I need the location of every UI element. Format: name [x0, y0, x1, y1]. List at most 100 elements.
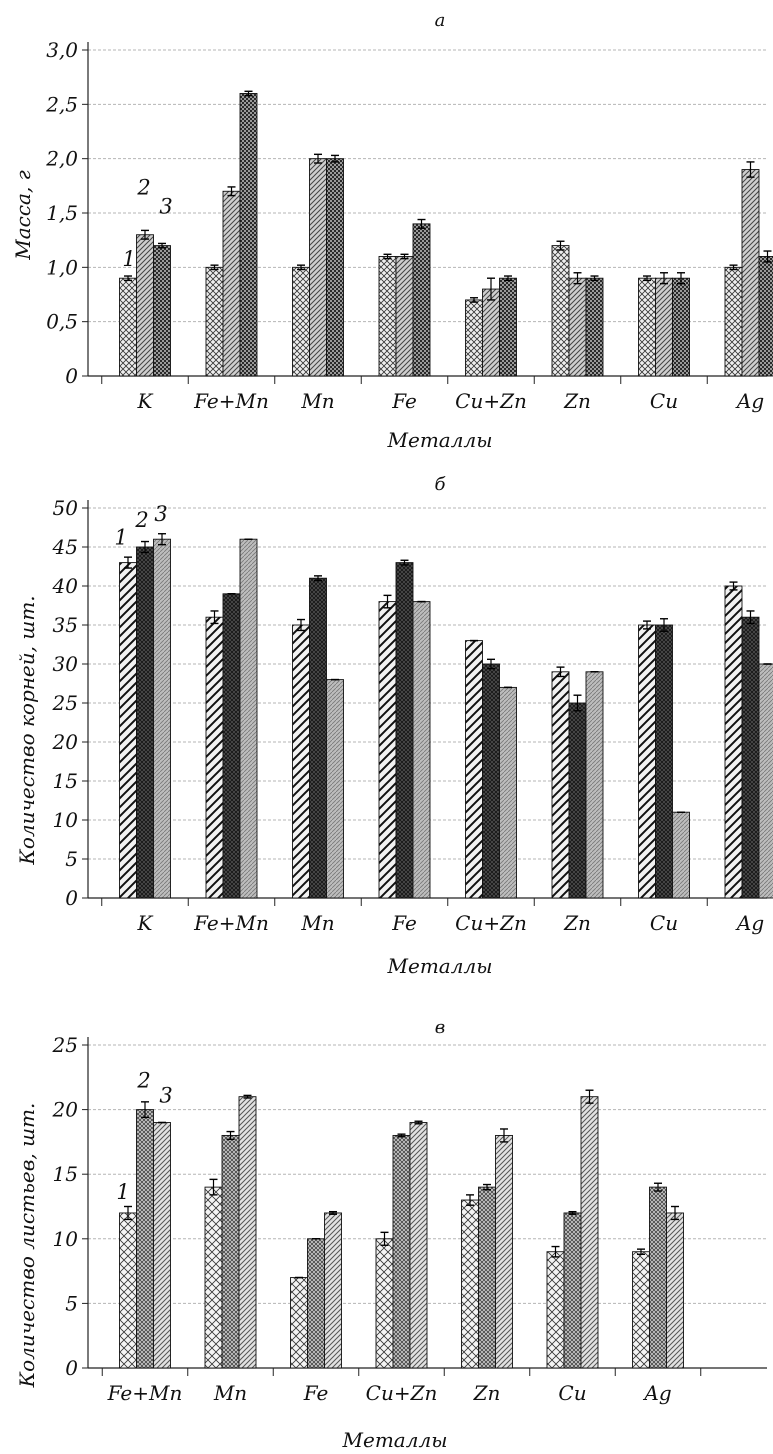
bar — [395, 562, 414, 899]
bar — [568, 277, 587, 377]
y-tick-label: 3,0 — [46, 38, 78, 62]
bar — [724, 585, 743, 899]
bar — [221, 1134, 240, 1369]
panel-c-ylabel: Количество листьев, шт. — [15, 1103, 39, 1389]
bar — [568, 702, 587, 899]
bar — [666, 1212, 684, 1369]
bar — [290, 1277, 308, 1369]
bar — [375, 1238, 394, 1369]
panel-c-xlabel: Металлы — [342, 1428, 448, 1452]
bar — [655, 624, 673, 899]
x-tick-label: Cu — [558, 1381, 586, 1405]
y-tick-label: 10 — [53, 1227, 79, 1251]
bar — [563, 1212, 582, 1369]
y-tick-label: 20 — [52, 730, 79, 754]
bar — [324, 1212, 342, 1369]
bar — [119, 1212, 137, 1369]
y-tick-label: 1,5 — [46, 201, 78, 225]
x-tick-label: K — [137, 389, 154, 413]
bar — [585, 277, 604, 377]
bar — [119, 277, 137, 377]
bar — [222, 593, 241, 899]
y-tick-label: 25 — [52, 691, 78, 715]
panel-b-label: б — [435, 474, 447, 495]
panel-b-xlabel: Металлы — [387, 954, 493, 978]
bar — [461, 1199, 479, 1369]
bar — [649, 1186, 667, 1369]
bar — [412, 223, 431, 377]
y-tick-label: 20 — [52, 1098, 79, 1122]
y-tick-label: 35 — [53, 613, 78, 637]
bar — [204, 1186, 223, 1369]
bar — [292, 266, 310, 377]
bar — [672, 277, 690, 377]
bar — [499, 277, 517, 377]
x-tick-label: Cu+Zn — [455, 911, 527, 935]
bar — [395, 256, 414, 377]
series-marker: 3 — [154, 502, 167, 526]
bar — [292, 624, 310, 899]
bar — [119, 562, 137, 899]
bar — [222, 190, 241, 377]
x-tick-label: Fe+Mn — [193, 911, 269, 935]
bar — [632, 1251, 650, 1369]
y-tick-label: 2,5 — [45, 92, 78, 116]
bar — [326, 158, 344, 377]
bar — [551, 245, 570, 377]
y-tick-label: 5 — [65, 1291, 78, 1315]
panel-a-ylabel: Масса, г — [11, 170, 35, 261]
bar — [551, 671, 570, 899]
x-tick-label: Cu+Zn — [455, 389, 527, 413]
x-tick-label: Fe — [391, 911, 417, 935]
y-tick-label: 40 — [52, 574, 79, 598]
x-tick-label: Ag — [735, 389, 764, 413]
bar — [239, 93, 258, 377]
series-marker: 1 — [116, 1180, 129, 1204]
bar — [465, 640, 483, 899]
bar — [309, 577, 327, 899]
bar — [724, 266, 743, 377]
x-tick-label: Fe — [391, 389, 417, 413]
bar — [672, 811, 690, 899]
y-tick-label: 0 — [65, 1356, 78, 1380]
bar — [309, 158, 327, 377]
bar — [153, 245, 171, 377]
x-tick-label: Cu — [650, 911, 678, 935]
bar — [499, 686, 517, 899]
panel-a-label: а — [435, 10, 446, 31]
bar — [758, 663, 773, 899]
bar — [153, 1122, 171, 1369]
bar — [741, 169, 760, 377]
panel-c-label: в — [435, 1017, 445, 1038]
y-tick-label: 5 — [65, 847, 78, 871]
panel-b-ylabel: Количество корней, шт. — [15, 595, 39, 865]
bar — [546, 1251, 565, 1369]
bar — [238, 1096, 257, 1369]
x-tick-label: K — [137, 911, 154, 935]
bar — [580, 1096, 599, 1369]
x-tick-label: Mn — [300, 389, 334, 413]
bar — [638, 624, 656, 899]
y-tick-label: 0,5 — [46, 310, 78, 334]
y-tick-label: 0 — [65, 886, 78, 910]
series-marker: 3 — [159, 195, 172, 219]
y-tick-label: 50 — [53, 496, 79, 520]
panel-c: в Металлы Количество листьев, шт. 0 5 10 15… — [15, 1017, 767, 1452]
bar — [758, 256, 773, 377]
bar — [495, 1134, 513, 1369]
series-marker: 1 — [122, 247, 135, 271]
bar — [205, 616, 224, 899]
x-tick-label: Zn — [563, 389, 591, 413]
bar — [239, 538, 258, 899]
bar — [205, 266, 224, 377]
y-tick-label: 15 — [53, 769, 78, 793]
bar — [136, 234, 154, 377]
x-tick-label: Fe+Mn — [107, 1381, 183, 1405]
bar — [482, 288, 500, 377]
x-tick-label: Zn — [563, 911, 591, 935]
bar — [136, 546, 154, 899]
bar — [307, 1238, 325, 1369]
x-tick-label: Ag — [642, 1381, 671, 1405]
panel-a-xlabel: Металлы — [387, 428, 493, 452]
